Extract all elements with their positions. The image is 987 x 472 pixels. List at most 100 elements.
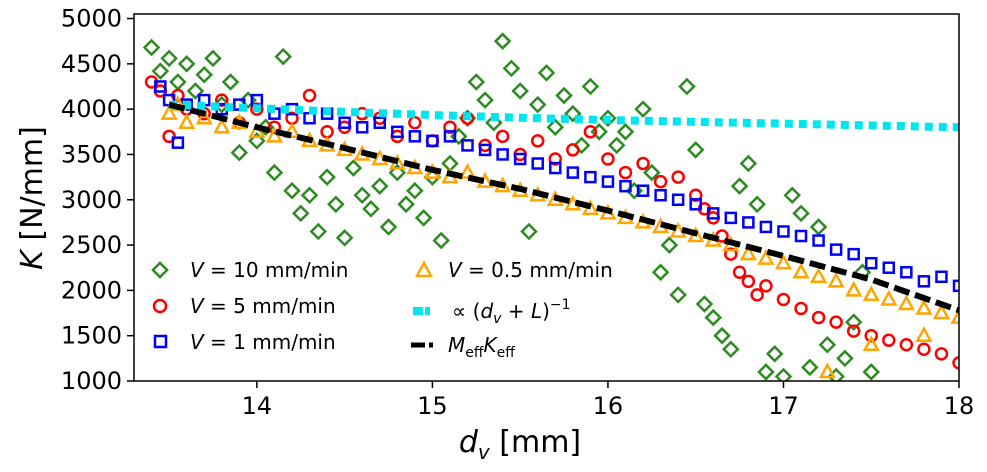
data-point-circle (162, 129, 176, 144)
data-point-circle (934, 347, 949, 361)
data-point-circle (829, 315, 843, 329)
data-point-circle (776, 292, 791, 307)
data-point-circle (794, 301, 808, 316)
data-point-diamond (643, 163, 661, 182)
data-point-triangle (915, 326, 933, 342)
data-point-diamond (309, 222, 328, 241)
data-point-circle (864, 328, 878, 343)
y-axis: 1000 1500 2000 2500 3000 3500 4000 4500 5000 (61, 5, 134, 395)
legend-marker-v1 (153, 334, 168, 349)
data-point-square (952, 279, 959, 293)
data-point-square (566, 166, 580, 179)
data-point-diamond (335, 229, 354, 247)
data-point-circle (250, 102, 264, 116)
data-point-triangle (213, 117, 231, 134)
data-point-diamond (379, 218, 398, 236)
data-point-triangle (818, 362, 836, 379)
data-point-diamond (511, 82, 529, 100)
legend-item-v05: V = 0.5 mm/min (414, 258, 613, 282)
data-point-diamond (607, 136, 626, 155)
data-point-square (619, 179, 632, 193)
data-point-diamond (599, 109, 617, 127)
data-point-diamond (528, 95, 547, 114)
data-point-diamond (748, 195, 766, 214)
data-point-square (882, 261, 896, 274)
data-point-diamond (414, 209, 433, 227)
data-point-circle (811, 310, 826, 325)
data-point-square (636, 184, 650, 197)
data-point-triangle (862, 335, 880, 352)
data-point-circle (583, 125, 598, 139)
data-point-square (355, 121, 369, 134)
data-point-diamond (765, 345, 784, 363)
data-point-diamond (291, 204, 310, 223)
data-point-diamond (230, 143, 249, 162)
legend-item-v5: V = 5 mm/min (152, 294, 336, 318)
data-point-triangle (458, 162, 477, 179)
data-point-square (794, 229, 808, 243)
x-tick-label: 18 (944, 392, 975, 420)
data-point-diamond (160, 49, 178, 68)
y-tick-label: 1500 (61, 322, 122, 350)
data-point-square (864, 256, 878, 270)
data-point-diamond (722, 340, 740, 359)
data-point-square (513, 152, 527, 166)
data-point-square (671, 193, 685, 207)
data-point-triangle (265, 126, 284, 143)
data-point-circle (732, 265, 747, 280)
data-point-square (654, 188, 667, 202)
data-point-diamond (739, 154, 758, 173)
data-point-diamond (327, 195, 345, 214)
data-point-circle (601, 152, 615, 166)
data-point-square (408, 130, 422, 143)
data-point-square (496, 148, 509, 161)
data-point-diamond (195, 65, 213, 84)
data-point-square (549, 161, 562, 175)
data-point-circle (302, 88, 317, 103)
data-point-circle (759, 279, 773, 293)
data-point-diamond (300, 186, 319, 205)
plot-frame (133, 13, 960, 382)
data-point-circle (882, 333, 896, 347)
data-point-circle (671, 170, 685, 184)
x-tick-label: 15 (417, 392, 448, 420)
plot-area (142, 32, 959, 381)
data-point-square (461, 139, 474, 152)
data-point-diamond (221, 73, 240, 91)
data-point-square (847, 247, 860, 261)
data-point-diamond (467, 73, 486, 91)
x-axis: 14 15 16 17 18 (242, 381, 975, 420)
legend-item-fit: ∝ (dv + L)−1 (413, 297, 571, 327)
data-point-diamond (537, 64, 556, 82)
data-point-triangle (774, 253, 793, 270)
legend: V = 10 mm/min V = 5 mm/min V = 1 mm/min … (151, 258, 613, 361)
data-point-triangle (283, 122, 301, 139)
data-point-diamond (809, 218, 828, 236)
data-point-square (443, 130, 457, 143)
data-point-diamond (344, 159, 363, 177)
legend-label-fit: ∝ (dv + L)−1 (452, 297, 571, 327)
data-point-triangle (932, 303, 951, 320)
data-point-diamond (318, 168, 336, 186)
data-point-diamond (774, 367, 793, 381)
data-point-square (812, 234, 825, 247)
data-point-square (338, 116, 351, 129)
data-point-diamond (704, 308, 723, 327)
data-point-circle (688, 188, 703, 202)
data-point-circle (215, 93, 229, 107)
legend-item-meff: MeffKeff (411, 333, 515, 361)
legend-label-v05: V = 0.5 mm/min (448, 258, 613, 282)
y-tick-label: 4500 (61, 50, 122, 78)
data-point-triangle (809, 267, 828, 284)
data-point-square (601, 175, 615, 188)
data-point-diamond (502, 59, 521, 78)
data-point-circle (548, 152, 563, 166)
data-point-square (478, 143, 492, 157)
fit-line-inverse (168, 100, 959, 132)
data-point-square (584, 170, 597, 184)
data-point-diamond (844, 313, 863, 331)
y-axis-label: K [N/mm] (15, 126, 50, 270)
legend-label-v10: V = 10 mm/min (190, 258, 348, 282)
data-point-circle (495, 129, 510, 144)
data-point-diamond (669, 286, 687, 304)
